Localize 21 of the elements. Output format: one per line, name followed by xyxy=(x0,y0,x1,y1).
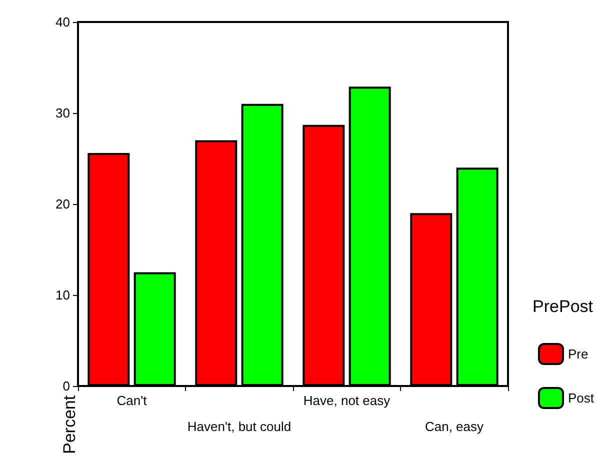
bar xyxy=(410,213,452,386)
legend-label: Post xyxy=(568,390,594,406)
x-tick-label: Can, easy xyxy=(424,419,484,434)
y-tick-label: 30 xyxy=(56,106,70,121)
bar xyxy=(195,140,238,386)
legend-label: Pre xyxy=(568,346,588,362)
legend-title: PrePost xyxy=(532,297,594,316)
y-axis-title: Percent xyxy=(60,395,79,454)
bar xyxy=(456,168,498,386)
bar xyxy=(88,153,130,386)
x-tick-label: Can't xyxy=(116,393,148,408)
bar xyxy=(241,104,284,386)
bar xyxy=(302,124,345,386)
y-tick-label: 10 xyxy=(56,288,70,303)
bar xyxy=(348,86,391,386)
y-tick-label: 20 xyxy=(56,196,70,212)
y-tick-label: 40 xyxy=(56,14,70,30)
x-tick-label: Haven't, but could xyxy=(187,419,292,434)
y-tick-label: 0 xyxy=(62,378,70,394)
x-tick-label: Have, not easy xyxy=(303,393,391,408)
bar xyxy=(134,272,176,386)
